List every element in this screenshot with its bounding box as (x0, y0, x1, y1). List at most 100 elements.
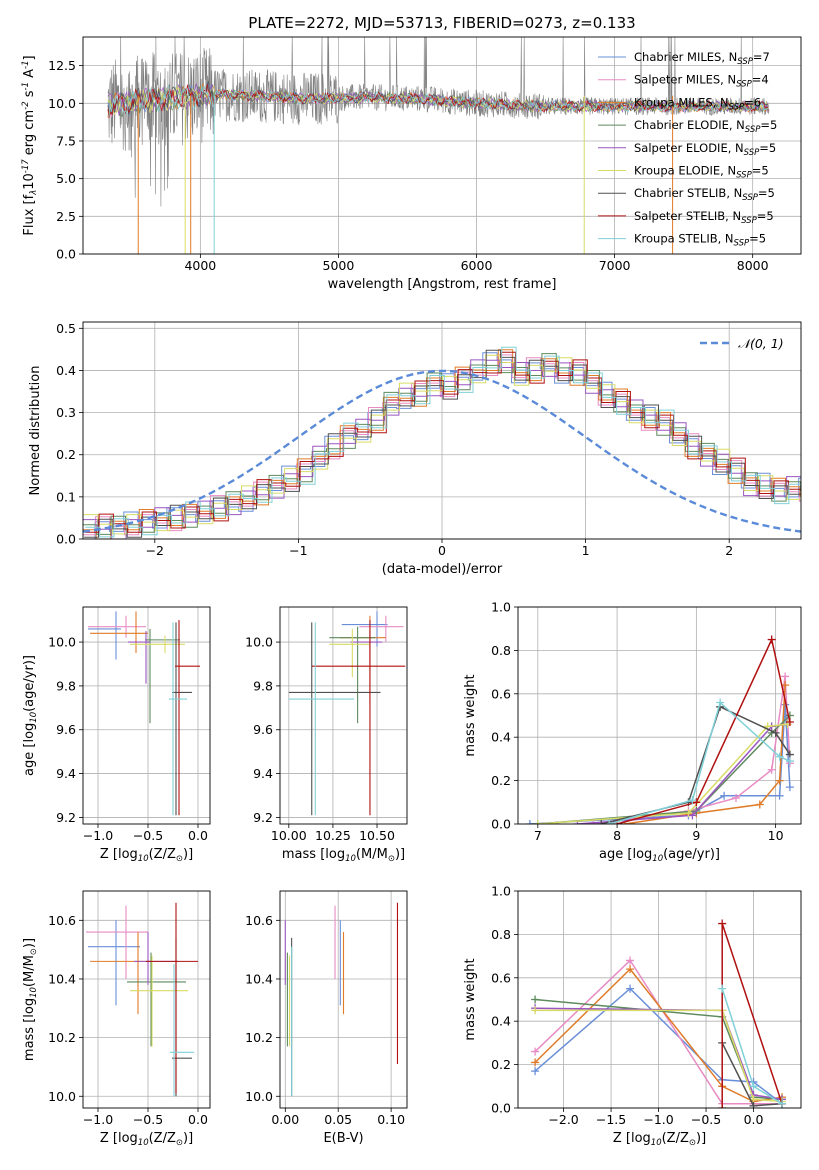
weight-line-kroupa_elodie (537, 723, 788, 824)
model-spectrum-salpeter_stelib (107, 84, 769, 119)
axes-frame (517, 606, 802, 825)
model-spectrum-kroupa_stelib (107, 84, 769, 118)
y-tick-label: 0.0 (56, 532, 76, 547)
text-run: (data-model)/error (382, 562, 503, 577)
residual-histogram-kroupa_stelib (85, 346, 801, 538)
y-tick-label: 10.0 (245, 1089, 273, 1104)
x-tick-label: 6000 (461, 258, 493, 273)
legend-label-salpeter_miles: Salpeter MILES, NSSP=4 (634, 73, 769, 90)
text-run: (Z/Z (149, 847, 176, 862)
text-run: Flux [f (22, 194, 37, 235)
x-tick-label: 10.25 (315, 828, 351, 843)
x-tick-label: 0 (438, 543, 446, 558)
x-tick-label: 4000 (184, 258, 216, 273)
x-axis-label: wavelength [Angstrom, rest frame] (328, 277, 557, 292)
x-axis-label: E(B-V) (323, 1131, 363, 1146)
legend-suffix: =5 (752, 164, 769, 178)
y-tick-label: 0.5 (56, 321, 76, 336)
text-run: Z [log (100, 1131, 138, 1146)
weight-marker-salpeter_miles (589, 820, 598, 824)
y-tick-label: 0.6 (491, 686, 511, 701)
weight-marker-salpeter_miles (531, 1047, 540, 1056)
legend-text: Salpeter STELIB, N (634, 209, 741, 223)
legend-label-kroupa_stelib: Kroupa STELIB, NSSP=5 (634, 232, 766, 249)
legend-text: Kroupa MILES, N (634, 95, 729, 109)
x-tick-label: 0.0 (188, 1112, 208, 1127)
weight-marker-chabrier_miles (720, 791, 729, 800)
weight-marker-salpeter_stelib (718, 919, 727, 928)
x-tick-label: −2.0 (548, 1112, 578, 1127)
text-run: wavelength [Angstrom, rest frame] (328, 277, 557, 292)
legend-suffix: =5 (760, 118, 777, 132)
chart-title: PLATE=2272, MJD=53713, FIBERID=0273, z=0… (248, 14, 635, 32)
plot-area-age_weights (525, 635, 794, 824)
weight-line-kroupa_stelib (608, 701, 791, 824)
legend-text: Kroupa ELODIE, N (634, 164, 736, 178)
weight-line-kroupa_elodie (535, 1009, 783, 1103)
residual-histogram-salpeter_miles (83, 354, 801, 536)
axes-z_vs_mass (83, 891, 210, 1108)
text-run: 10 (138, 854, 149, 864)
x-axis-label: Z [log10(Z/Z⊙)] (100, 847, 193, 864)
x-tick-label: −0.5 (133, 828, 163, 843)
y-tick-label: 0.8 (491, 643, 511, 658)
axes-frame-z_vs_age: −1.0 −0.5 0.09.29.49.69.810.0Z [log10(Z/Z⊙… (22, 606, 211, 864)
y-tick-label: 10.0 (48, 96, 76, 111)
x-tick-label: 0.00 (271, 1112, 299, 1127)
weight-marker-chabrier_elodie (531, 995, 540, 1004)
text-run: -17 (21, 159, 31, 173)
text-run: mass [log (22, 998, 37, 1061)
x-tick-label: 1 (582, 543, 590, 558)
axes-frame (517, 890, 802, 1109)
weight-marker-kroupa_elodie (533, 820, 542, 824)
legend-text: Kroupa STELIB, N (634, 232, 734, 246)
x-tick-label: −0.5 (133, 1112, 163, 1127)
weight-marker-salpeter_miles (731, 793, 740, 802)
axes-z_weights (518, 890, 801, 1109)
text-run: s (22, 90, 37, 101)
legend-label-kroupa_miles: Kroupa MILES, NSSP=6 (634, 95, 761, 112)
x-tick-label: 8 (613, 828, 621, 843)
weight-marker-salpeter_stelib (718, 1104, 727, 1108)
axes-frame-ebv_vs_mass: 0.00 0.05 0.10 10.0 10.2 10.4 10.6 E(B-V) (245, 890, 408, 1146)
legend-subscript: SSP (737, 57, 753, 67)
legend-label-kroupa_elodie: Kroupa ELODIE, NSSP=5 (634, 164, 769, 181)
y-tick-label: 10.4 (245, 971, 273, 986)
weight-marker-chabrier_miles (626, 984, 635, 993)
y-tick-label: 12.5 (48, 58, 76, 73)
residual-histogram-kroupa_miles (83, 349, 801, 539)
plot-area-z_vs_age (88, 611, 200, 816)
weight-line-chabrier_stelib (601, 705, 791, 824)
text-run: 10 (138, 1138, 149, 1148)
text-run: 10 (652, 854, 663, 864)
weight-marker-kroupa_stelib (785, 757, 794, 766)
plot-area-mass_vs_age (288, 611, 406, 816)
legend-subscript: SSP (745, 125, 761, 135)
x-tick-label: 10.50 (359, 828, 395, 843)
legend-suffix: =5 (749, 232, 766, 246)
x-tick-label: 7 (534, 828, 542, 843)
legend-label-chabrier_stelib: Chabrier STELIB, NSSP=5 (634, 186, 775, 203)
plot-area-z_vs_mass (86, 902, 198, 1097)
y-tick-label: 5.0 (56, 171, 76, 186)
legend-text: Chabrier MILES, N (634, 50, 737, 64)
text-run: age [log (22, 723, 37, 776)
plot-area-z_weights (531, 919, 787, 1108)
weight-marker-chabrier_miles (785, 783, 794, 792)
y-tick-label: 0.4 (491, 730, 511, 745)
weight-marker-kroupa_elodie (531, 1006, 540, 1015)
y-tick-label: 7.5 (56, 133, 76, 148)
weight-marker-salpeter_stelib (767, 635, 776, 644)
axes-residuals (83, 322, 801, 540)
y-tick-label: 9.6 (56, 722, 76, 737)
weight-marker-kroupa_elodie (684, 809, 693, 818)
y-tick-label: 9.4 (253, 766, 273, 781)
legend-label-chabrier_elodie: Chabrier ELODIE, NSSP=5 (634, 118, 777, 135)
legend-suffix: =4 (752, 73, 769, 87)
text-run: 10 (29, 987, 39, 998)
weight-marker-salpeter_miles (767, 765, 776, 774)
weight-marker-kroupa_stelib (775, 752, 784, 761)
x-tick-label: 0.0 (744, 1112, 764, 1127)
model-spectrum-kroupa_miles (107, 83, 769, 118)
